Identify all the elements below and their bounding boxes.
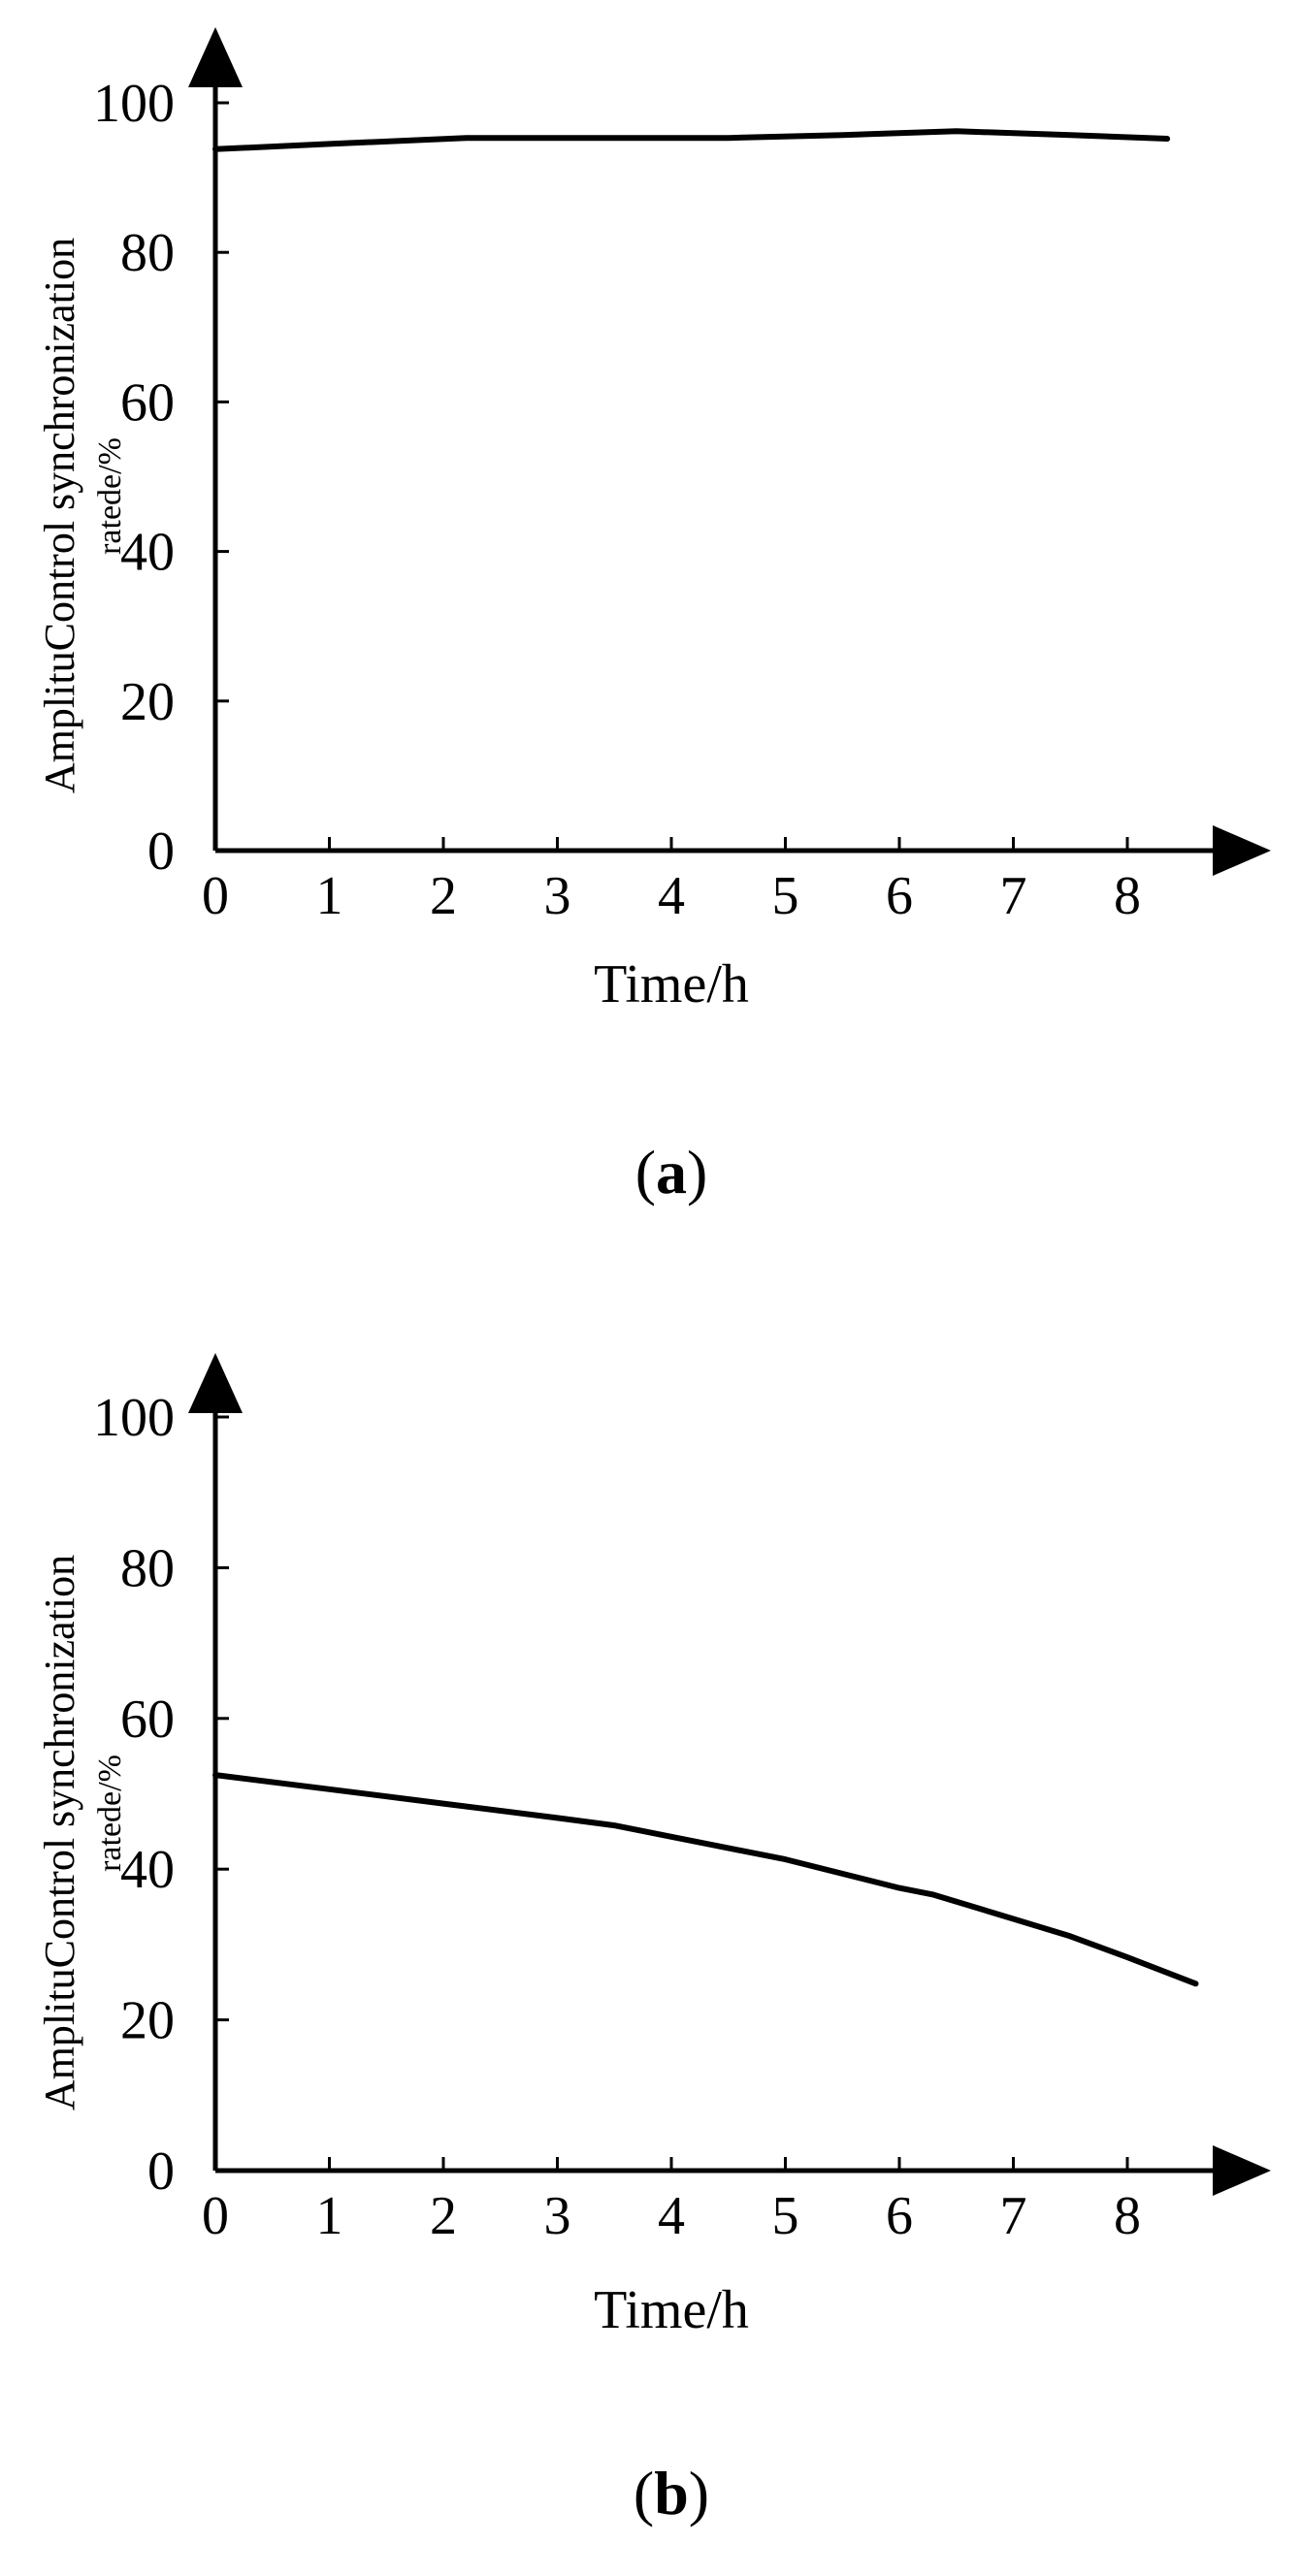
chart-panel-a: 0 1 2 3 4 5 6 7 8020406080100Time/hAmplituContro… — [36, 27, 1271, 1207]
panel-label: (a) — [635, 1138, 708, 1207]
x-tick-label: 3 — [544, 866, 571, 926]
x-tick-label: 5 — [772, 866, 799, 926]
y-tick-label: 60 — [120, 372, 175, 433]
y-tick-label: 60 — [120, 1690, 175, 1750]
x-tick-label: 5 — [772, 2186, 799, 2246]
y-axis-title-line1: AmplituControl synchronization — [36, 1555, 83, 2110]
series-line — [212, 1772, 1199, 1987]
y-tick-label: 0 — [147, 2141, 175, 2202]
y-tick-label: 40 — [120, 1840, 175, 1900]
y-axis-title-line2: ratede/% — [92, 1755, 128, 1872]
x-tick-label: 8 — [1114, 866, 1141, 926]
y-tick-label: 40 — [120, 523, 175, 583]
y-tick-label: 100 — [93, 1388, 175, 1448]
y-tick-label: 20 — [120, 1991, 175, 2051]
x-tick-label: 0 — [202, 2186, 229, 2246]
y-axis-arrow — [188, 27, 243, 87]
x-tick-label: 1 — [316, 866, 343, 926]
y-tick-label: 80 — [120, 223, 175, 283]
y-axis-title-line1: AmplituControl synchronization — [36, 238, 83, 793]
x-tick-label: 6 — [886, 866, 913, 926]
y-tick-label: 100 — [93, 74, 175, 134]
chart-panel-b: 0 1 2 3 4 5 6 7 8020406080100Time/hAmplituContro… — [36, 1353, 1271, 2528]
y-axis-title-line2: ratede/% — [92, 437, 128, 555]
x-tick-label: 1 — [316, 2186, 343, 2246]
x-tick-label: 2 — [430, 866, 457, 926]
y-tick-label: 80 — [120, 1538, 175, 1598]
x-axis-title: Time/h — [594, 2280, 749, 2340]
x-axis-arrow — [1213, 825, 1271, 876]
x-tick-label: 4 — [658, 866, 685, 926]
x-tick-label: 7 — [1000, 866, 1027, 926]
x-tick-label: 3 — [544, 2186, 571, 2246]
y-tick-label: 20 — [120, 672, 175, 732]
x-tick-label: 7 — [1000, 2186, 1027, 2246]
panel-label: (b) — [634, 2459, 709, 2528]
x-axis-arrow — [1213, 2145, 1271, 2196]
x-tick-label: 6 — [886, 2186, 913, 2246]
x-tick-label: 2 — [430, 2186, 457, 2246]
series-line — [212, 128, 1171, 152]
x-tick-label: 8 — [1114, 2186, 1141, 2246]
x-axis-title: Time/h — [594, 954, 749, 1014]
y-tick-label: 0 — [147, 821, 175, 882]
x-tick-label: 0 — [202, 866, 229, 926]
y-axis-arrow — [188, 1353, 243, 1413]
x-tick-label: 4 — [658, 2186, 685, 2246]
